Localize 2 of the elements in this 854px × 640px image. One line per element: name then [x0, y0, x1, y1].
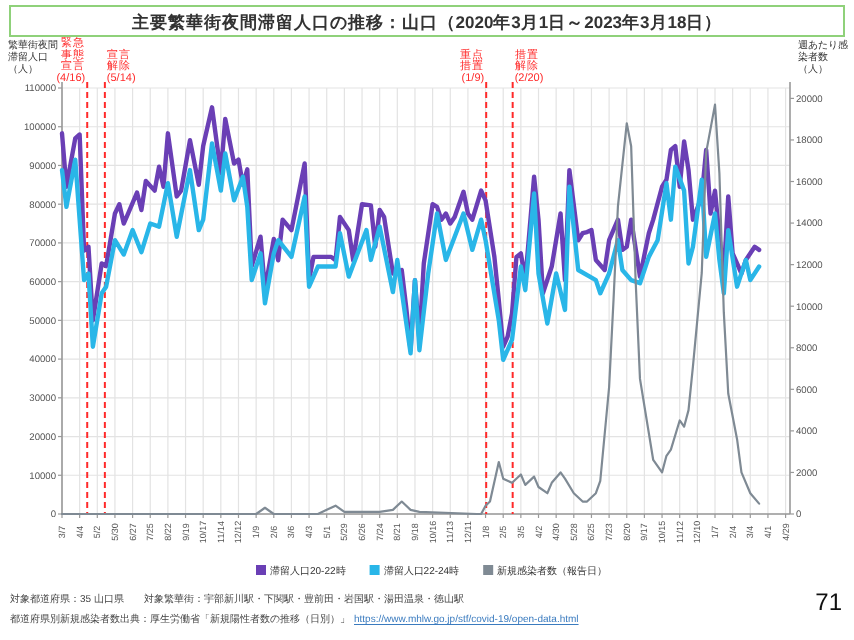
title: 主要繁華街夜間滞留人口の推移：山口（2020年3月1日～2023年3月18日）	[9, 5, 845, 37]
chart-title: 主要繁華街夜間滞留人口の推移：山口（2020年3月1日～2023年3月18日）	[129, 12, 723, 32]
